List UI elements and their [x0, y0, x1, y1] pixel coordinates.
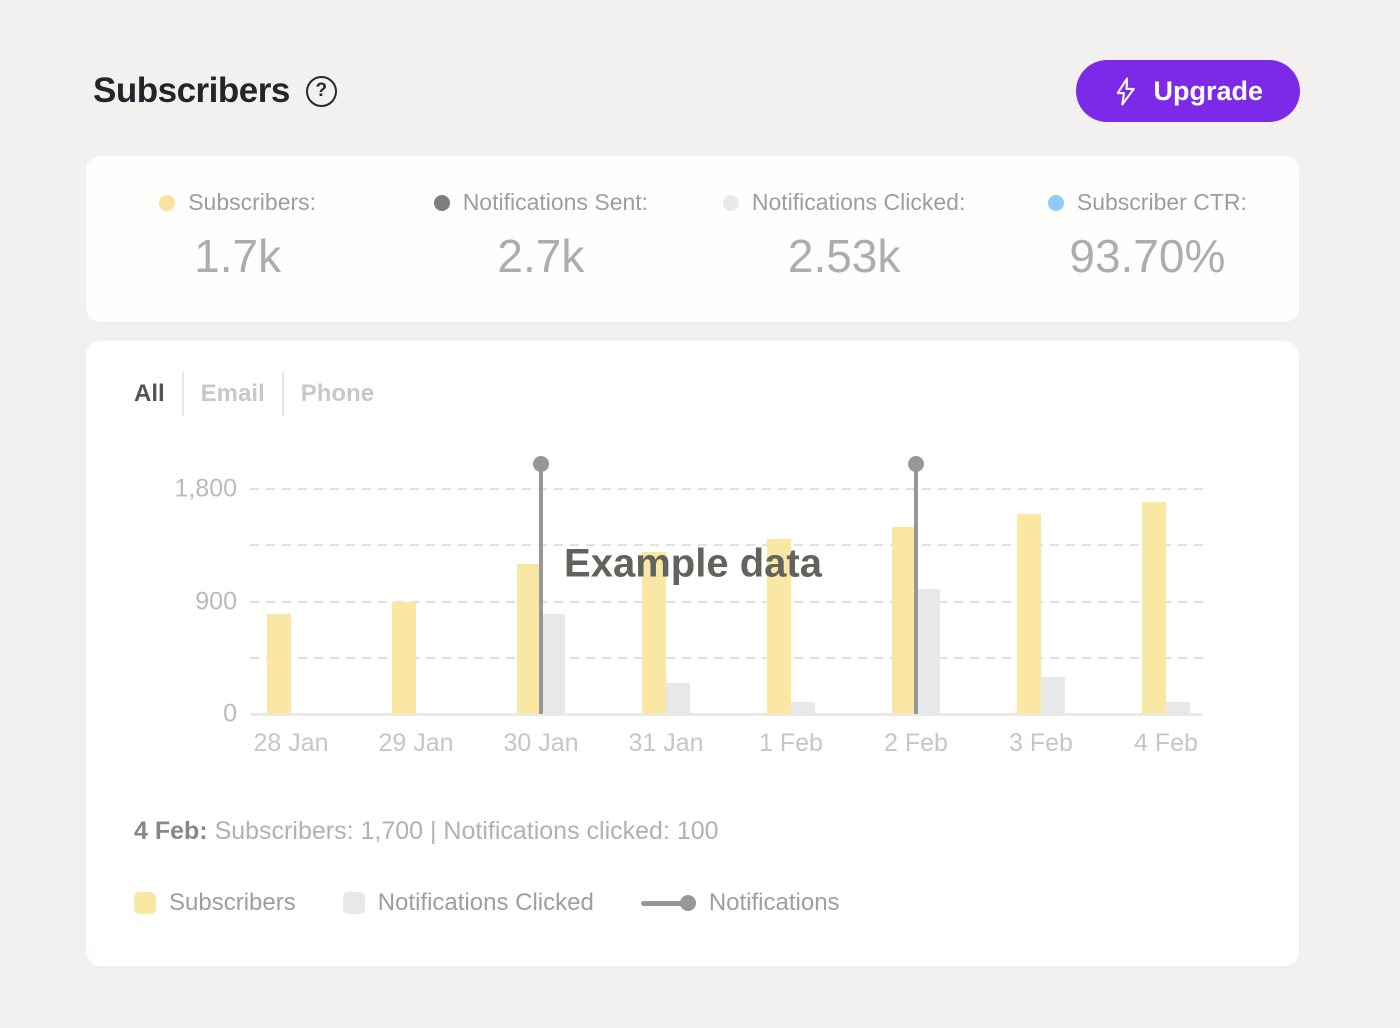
x-tick-label: 29 Jan: [378, 729, 454, 757]
notifications-lollipop-dot[interactable]: [908, 456, 924, 472]
notifications-lollipop-dot[interactable]: [533, 456, 549, 472]
y-tick-label: 900: [195, 587, 237, 615]
notifications-lollipop-stem: [914, 464, 918, 714]
stats-card: Subscribers: 1.7k Notifications Sent: 2.…: [86, 156, 1299, 322]
subscribers-bar[interactable]: [392, 601, 416, 714]
x-tick-label: 30 Jan: [503, 729, 579, 757]
tab-divider: [181, 372, 184, 416]
tab-email[interactable]: Email: [200, 380, 265, 407]
stat-label: Notifications Sent:: [462, 189, 649, 215]
chart-card: All Email Phone 1,800 900 0 Example data 2…: [86, 341, 1299, 966]
subscribers-dot-icon: [159, 194, 176, 211]
chart-legend: Subscribers Notifications Clicked Notifi…: [134, 889, 840, 917]
tab-all[interactable]: All: [134, 380, 165, 407]
legend-label: Subscribers: [169, 889, 296, 916]
subscribers-bar[interactable]: [642, 551, 666, 714]
x-tick-label: 28 Jan: [253, 729, 329, 757]
x-tick-label: 31 Jan: [628, 729, 704, 757]
subscribers-bar[interactable]: [767, 539, 791, 714]
channel-tabs: All Email Phone: [134, 368, 374, 420]
notifications-clicked-bar[interactable]: [916, 589, 940, 714]
chart-plot-area: Example data: [250, 441, 1203, 716]
x-tick-label: 3 Feb: [1009, 729, 1073, 757]
notifications-clicked-bar[interactable]: [666, 682, 690, 714]
subscribers-swatch-icon: [134, 892, 156, 914]
stat-label: Notifications Clicked:: [751, 189, 966, 215]
stat-label: Subscribers:: [188, 189, 317, 215]
notifications-lollipop-stem: [539, 464, 543, 714]
subscribers-bar[interactable]: [517, 564, 541, 714]
example-data-watermark: Example data: [564, 541, 822, 586]
subscribers-bar[interactable]: [1017, 514, 1041, 714]
gridline: [250, 600, 1203, 603]
y-axis: 1,800 900 0: [86, 341, 237, 966]
stat-value: 2.53k: [787, 230, 901, 282]
page-title: Subscribers: [93, 71, 290, 110]
stat-value: 93.70%: [1069, 230, 1226, 282]
stat-value: 1.7k: [194, 230, 282, 282]
legend-item-notifications[interactable]: Notifications: [640, 889, 840, 917]
notifications-clicked-dot-icon: [722, 194, 739, 211]
subscribers-bar[interactable]: [267, 614, 291, 714]
subscribers-bar[interactable]: [1142, 501, 1166, 714]
title-wrap: Subscribers ?: [93, 71, 337, 111]
stat-notifications-sent: Notifications Sent: 2.7k: [389, 189, 692, 283]
x-tick-label: 1 Feb: [759, 729, 823, 757]
subscribers-bar[interactable]: [892, 526, 916, 714]
notifications-clicked-bar[interactable]: [1041, 676, 1065, 714]
x-axis-line: [250, 713, 1203, 716]
help-icon[interactable]: ?: [305, 75, 337, 107]
gridline: [250, 656, 1203, 659]
stat-value: 2.7k: [497, 230, 585, 282]
notifications-sent-dot-icon: [433, 194, 450, 211]
header: Subscribers ? Upgrade: [93, 58, 1300, 124]
stat-label: Subscriber CTR:: [1076, 189, 1247, 215]
stat-notifications-clicked: Notifications Clicked: 2.53k: [693, 189, 996, 283]
subscriber-ctr-dot-icon: [1047, 194, 1064, 211]
notifications-clicked-bar[interactable]: [541, 614, 565, 714]
y-tick-label: 1,800: [174, 474, 237, 503]
upgrade-button[interactable]: Upgrade: [1076, 60, 1300, 122]
tab-phone[interactable]: Phone: [300, 380, 375, 407]
caption-details: Subscribers: 1,700 | Notifications click…: [214, 817, 719, 845]
y-tick-label: 0: [223, 699, 237, 728]
notifications-clicked-bar[interactable]: [1166, 701, 1190, 714]
tab-divider: [281, 372, 284, 416]
legend-label: Notifications: [708, 889, 840, 916]
upgrade-label: Upgrade: [1153, 75, 1263, 106]
x-axis-labels: 28 Jan 29 Jan 30 Jan 31 Jan 1 Feb 2 Feb 3 Feb 4…: [250, 729, 1203, 759]
lightning-icon: [1117, 77, 1136, 105]
x-tick-label: 2 Feb: [884, 729, 948, 757]
x-tick-label: 4 Feb: [1134, 729, 1198, 757]
gridline: [250, 544, 1203, 547]
stat-subscriber-ctr: Subscriber CTR: 93.70%: [996, 189, 1299, 283]
stat-subscribers: Subscribers: 1.7k: [86, 189, 389, 283]
legend-label: Notifications Clicked: [377, 889, 594, 916]
legend-item-subscribers[interactable]: Subscribers: [134, 889, 296, 917]
notifications-line-dot-icon: [640, 895, 696, 911]
caption-date: 4 Feb:: [134, 817, 208, 845]
legend-item-notifications-clicked[interactable]: Notifications Clicked: [342, 889, 594, 917]
notifications-clicked-swatch-icon: [342, 892, 365, 914]
notifications-clicked-bar[interactable]: [791, 701, 815, 714]
hover-caption: 4 Feb: Subscribers: 1,700 | Notification…: [134, 817, 719, 846]
gridline: [250, 488, 1203, 490]
